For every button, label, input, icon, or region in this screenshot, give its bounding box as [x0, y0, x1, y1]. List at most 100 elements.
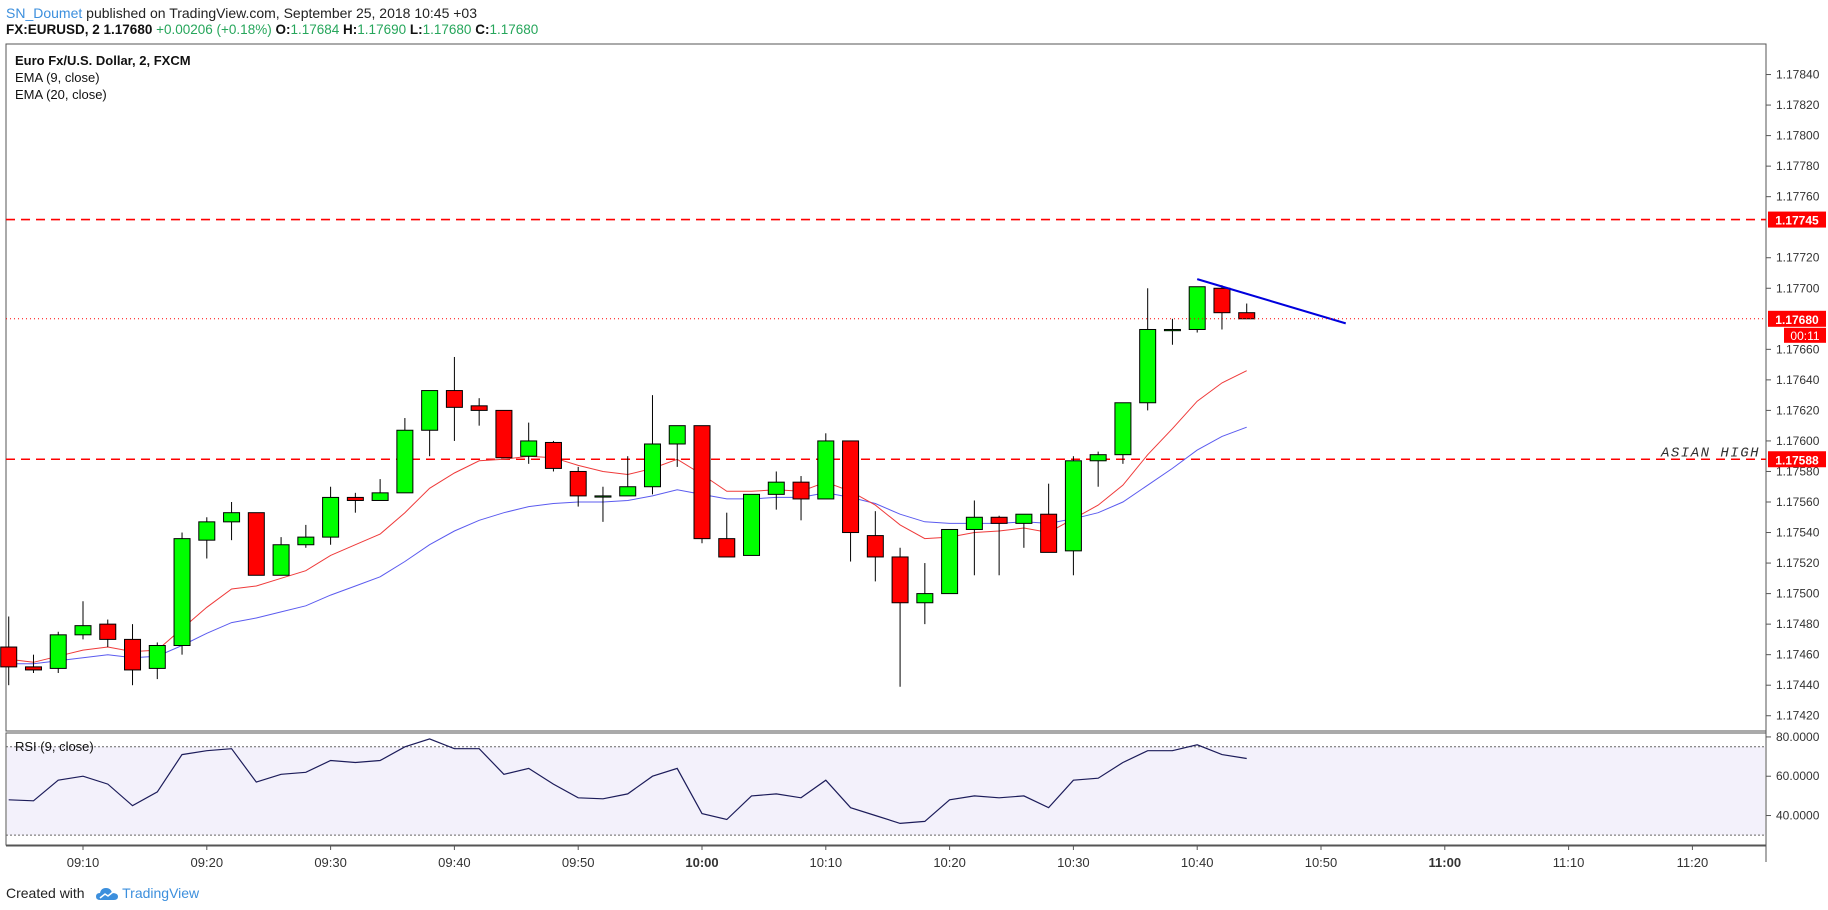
publish-text: published on TradingView.com, September …	[82, 5, 478, 21]
low-value: 1.17680	[422, 22, 472, 37]
candle	[817, 433, 835, 500]
instrument-legend: Euro Fx/U.S. Dollar, 2, FXCM	[15, 53, 191, 68]
candle-body	[173, 538, 191, 647]
time-tick-label: 10:20	[933, 855, 966, 870]
candle-body	[965, 516, 983, 530]
candle-body	[445, 390, 463, 408]
candle	[916, 563, 934, 625]
candle	[1089, 451, 1107, 487]
time-tick-label: 09:30	[314, 855, 347, 870]
candle-body	[792, 481, 810, 500]
candle	[594, 486, 612, 522]
price-tick-label: 1.17600	[1776, 434, 1820, 448]
low-label: L:	[409, 22, 423, 37]
candle	[371, 479, 389, 501]
open-label: O:	[275, 22, 291, 37]
candle	[247, 512, 265, 576]
candle	[1163, 318, 1181, 345]
time-tick-label: 09:40	[438, 855, 471, 870]
candle-body	[1040, 513, 1058, 553]
time-tick-label: 10:00	[685, 855, 718, 870]
candle	[173, 532, 191, 655]
candle	[643, 395, 661, 495]
candle-body	[371, 492, 389, 501]
candle	[322, 486, 340, 545]
time-tick-label: 11:00	[1429, 855, 1462, 870]
price-tick-label: 1.17820	[1776, 98, 1820, 112]
symbol: FX:EURUSD, 2	[6, 22, 100, 37]
candle	[891, 547, 909, 687]
candle	[842, 440, 860, 562]
level-price-tag	[1768, 211, 1826, 228]
candle	[198, 517, 216, 559]
candle-body	[916, 593, 934, 604]
candle-body	[421, 390, 439, 431]
candle-body	[495, 409, 513, 459]
candle	[544, 440, 562, 472]
candle-body	[346, 496, 364, 501]
candle	[718, 512, 736, 558]
tradingview-cloud-icon	[96, 888, 119, 901]
ema9-legend: EMA (9, close)	[15, 70, 100, 85]
price-tick-label: 1.17500	[1776, 587, 1820, 601]
price-pane	[5, 43, 1767, 732]
candle-body	[247, 512, 265, 576]
asian-high-annotation: ASIAN HIGH	[1660, 445, 1760, 461]
brand-link[interactable]: TradingView	[96, 885, 199, 901]
time-tick-label: 10:50	[1305, 855, 1338, 870]
candle-body	[891, 556, 909, 604]
publish-info: SN_Doumet published on TradingView.com, …	[6, 5, 477, 21]
price-tick-label: 1.17660	[1776, 342, 1820, 356]
candle	[74, 601, 92, 640]
candle	[792, 476, 810, 521]
time-tick-label: 11:20	[1677, 855, 1709, 870]
candle	[743, 493, 761, 556]
candle-body	[74, 625, 92, 636]
time-tick-label: 09:20	[191, 855, 224, 870]
candle	[866, 511, 884, 582]
price-tick-label: 1.17620	[1776, 403, 1820, 417]
candle-body	[1089, 454, 1107, 462]
candle	[1064, 456, 1082, 576]
candle	[346, 492, 364, 513]
candle	[619, 456, 637, 497]
trendline	[1196, 278, 1347, 325]
candle-body	[842, 440, 860, 534]
candle	[1213, 285, 1231, 330]
author-link[interactable]: SN_Doumet	[6, 5, 83, 21]
close-label: C:	[475, 22, 490, 37]
price-tick-label: 1.17480	[1776, 617, 1820, 631]
candle-body	[743, 493, 761, 556]
candle	[569, 466, 587, 507]
rsi-legend: RSI (9, close)	[15, 739, 94, 754]
rsi-tick-label: 40.0000	[1776, 809, 1820, 823]
time-tick-label: 09:50	[562, 855, 595, 870]
candle-body	[817, 440, 835, 500]
time-tick-label: 10:40	[1181, 855, 1214, 870]
candle	[470, 398, 488, 426]
level-price-tag-label: 1.17745	[1775, 214, 1819, 228]
candle	[99, 619, 117, 648]
candle-body	[866, 535, 884, 558]
candle-body	[1139, 328, 1157, 404]
candle-body	[643, 443, 661, 488]
candle	[49, 631, 67, 673]
candle-body	[322, 496, 340, 538]
price-change: +0.00206 (+0.18%)	[156, 22, 272, 37]
last-price-tag-label: 1.17680	[1775, 313, 1819, 327]
rsi-tick-label: 60.0000	[1776, 769, 1820, 783]
candle-body	[520, 440, 538, 457]
candle-body	[990, 516, 1008, 524]
candle	[445, 356, 463, 441]
candle	[148, 642, 166, 680]
time-tick-label: 09:10	[67, 855, 100, 870]
price-tick-label: 1.17420	[1776, 709, 1820, 723]
candle-body	[693, 425, 711, 540]
candle	[396, 418, 414, 494]
candle	[1139, 288, 1157, 411]
candle-body	[1015, 513, 1033, 524]
close-value: 1.17680	[489, 22, 539, 37]
candle-body	[668, 425, 686, 445]
time-tick-label: 10:10	[810, 855, 843, 870]
